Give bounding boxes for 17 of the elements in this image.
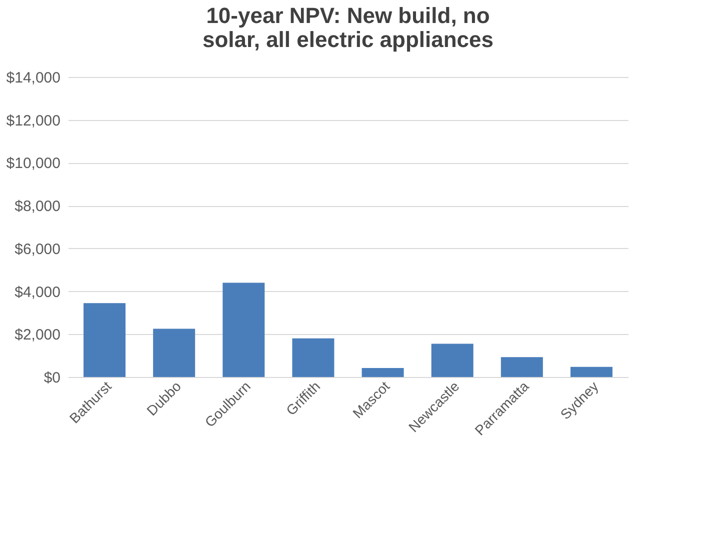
bar: [222, 282, 265, 377]
y-tick-label: $14,000: [6, 70, 60, 86]
bar: [84, 303, 126, 377]
bar: [570, 366, 612, 377]
y-tick-label: $12,000: [6, 112, 60, 130]
chart-title: 10-year NPV: New build, no solar, all electric appliances: [202, 3, 494, 52]
y-tick-label: $0: [44, 370, 60, 386]
bar: [153, 328, 196, 377]
bar: [431, 344, 474, 377]
y-tick-label: $10,000: [6, 155, 60, 172]
bar: [500, 357, 543, 377]
y-tick-label: $2,000: [14, 326, 60, 344]
y-tick-label: $6,000: [14, 240, 60, 258]
y-tick-label: $8,000: [14, 198, 60, 216]
bar: [362, 368, 404, 377]
bar: [292, 338, 334, 377]
y-tick-label: $4,000: [14, 284, 60, 301]
